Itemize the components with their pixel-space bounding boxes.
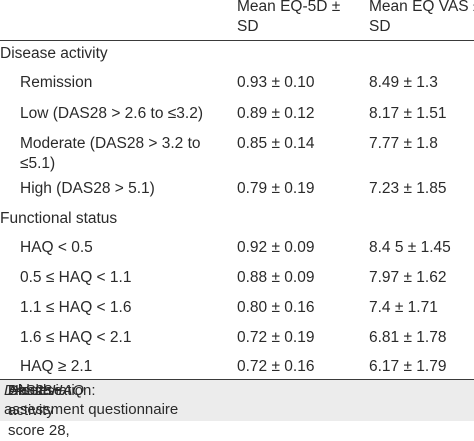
table-footnote: Abbreviation: - DAS28 Disease activity s…: [0, 380, 474, 439]
vas-value: 8.17 ± 1.51: [369, 105, 447, 122]
vas-value: 7.4 ± 1.71: [369, 299, 438, 316]
footnote-prefix: Abbreviation: -: [8, 382, 96, 419]
row-label: 1.1 ≤ HAQ < 1.6: [20, 299, 132, 316]
footnote-abbr-haq: HAQ: [51, 382, 85, 399]
vas-value: 8.49 ± 1.3: [369, 74, 438, 91]
table-header: Mean EQ-5D ± SD Mean EQ VAS ± SD: [0, 0, 474, 41]
vas-value: 6.81 ± 1.78: [369, 329, 447, 346]
row-label: High (DAS28 > 5.1): [20, 180, 155, 197]
row-label: HAQ < 0.5: [20, 239, 93, 256]
eq5d-value: 0.92 ± 0.09: [237, 239, 315, 256]
eq5d-value: 0.80 ± 0.16: [237, 299, 315, 316]
vas-value: 6.17 ± 1.79: [369, 358, 447, 375]
footnote-line1: Abbreviation: - DAS28 Disease activity s…: [4, 381, 96, 439]
eq5d-value: 0.72 ± 0.19: [237, 329, 315, 346]
results-table: Mean EQ-5D ± SD Mean EQ VAS ± SD Disease…: [0, 0, 474, 380]
vas-value: 8.4 5 ± 1.45: [369, 239, 451, 256]
footnote-line2: assessment questionnaire: [4, 401, 179, 418]
eq5d-value: 0.93 ± 0.10: [237, 74, 315, 91]
header-eq5d-line2: SD: [237, 18, 259, 35]
row-label: 0.5 ≤ HAQ < 1.1: [20, 269, 132, 286]
eq5d-value: 0.88 ± 0.09: [237, 269, 315, 286]
header-divider: [0, 40, 474, 41]
row-label: Low (DAS28 > 2.6 to ≤3.2): [20, 105, 203, 122]
header-vas-line2: SD: [369, 18, 391, 35]
eq5d-value: 0.72 ± 0.16: [237, 358, 315, 375]
eq5d-value: 0.89 ± 0.12: [237, 105, 315, 122]
eq5d-value: 0.79 ± 0.19: [237, 180, 315, 197]
section-title: Disease activity: [0, 45, 108, 62]
footnote-def-haq: Health: [8, 382, 52, 399]
eq5d-value: 0.85 ± 0.14: [237, 135, 315, 152]
row-label: HAQ ≥ 2.1: [20, 358, 93, 375]
row-label: Remission: [20, 74, 93, 91]
row-label-line1: Moderate (DAS28 > 3.2 to: [20, 135, 201, 152]
footnote-abbr-das28: DAS28: [4, 382, 52, 399]
vas-value: 7.23 ± 1.85: [369, 180, 447, 197]
header-eq5d-line1: Mean EQ-5D ±: [237, 0, 341, 15]
header-mean-eq-vas: Mean EQ VAS ± SD: [369, 0, 474, 37]
row-label-line2: ≤5.1): [20, 155, 56, 172]
table-bottom-rule: [0, 379, 474, 380]
section-title: Functional status: [0, 210, 118, 227]
vas-value: 7.97 ± 1.62: [369, 269, 447, 286]
vas-value: 7.77 ± 1.8: [369, 135, 438, 152]
header-vas-line1: Mean EQ VAS ±: [369, 0, 474, 15]
row-label: 1.6 ≤ HAQ < 2.1: [20, 329, 132, 346]
header-mean-eq5d: Mean EQ-5D ± SD: [237, 0, 355, 37]
row-label: Moderate (DAS28 > 3.2 to ≤5.1): [20, 134, 201, 174]
